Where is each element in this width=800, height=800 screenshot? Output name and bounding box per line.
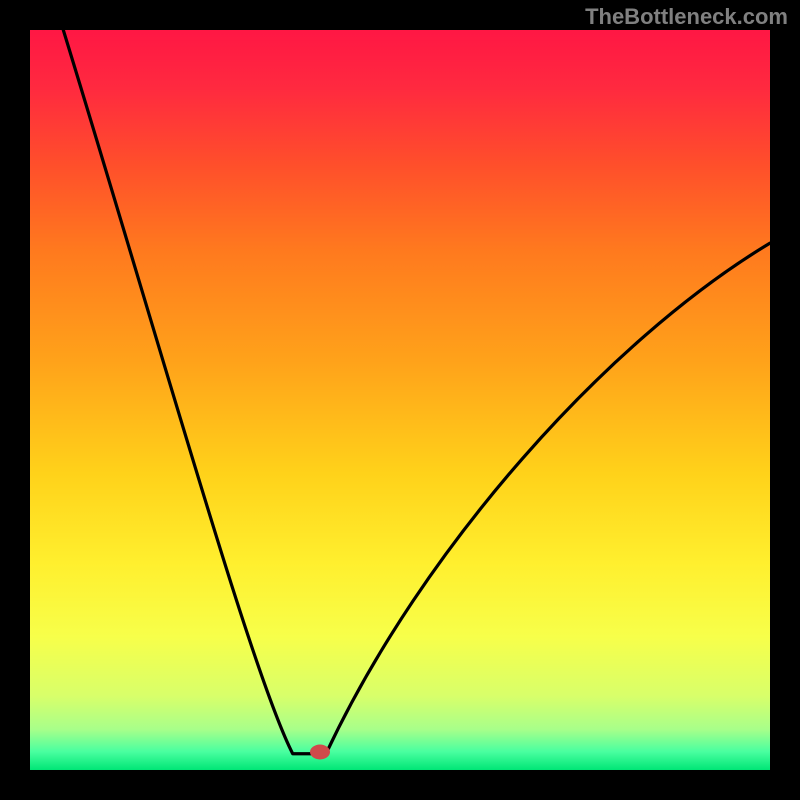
optimal-point-marker — [310, 744, 330, 759]
plot-area — [30, 30, 770, 770]
watermark-text: TheBottleneck.com — [585, 4, 788, 30]
bottleneck-curve — [30, 30, 770, 770]
